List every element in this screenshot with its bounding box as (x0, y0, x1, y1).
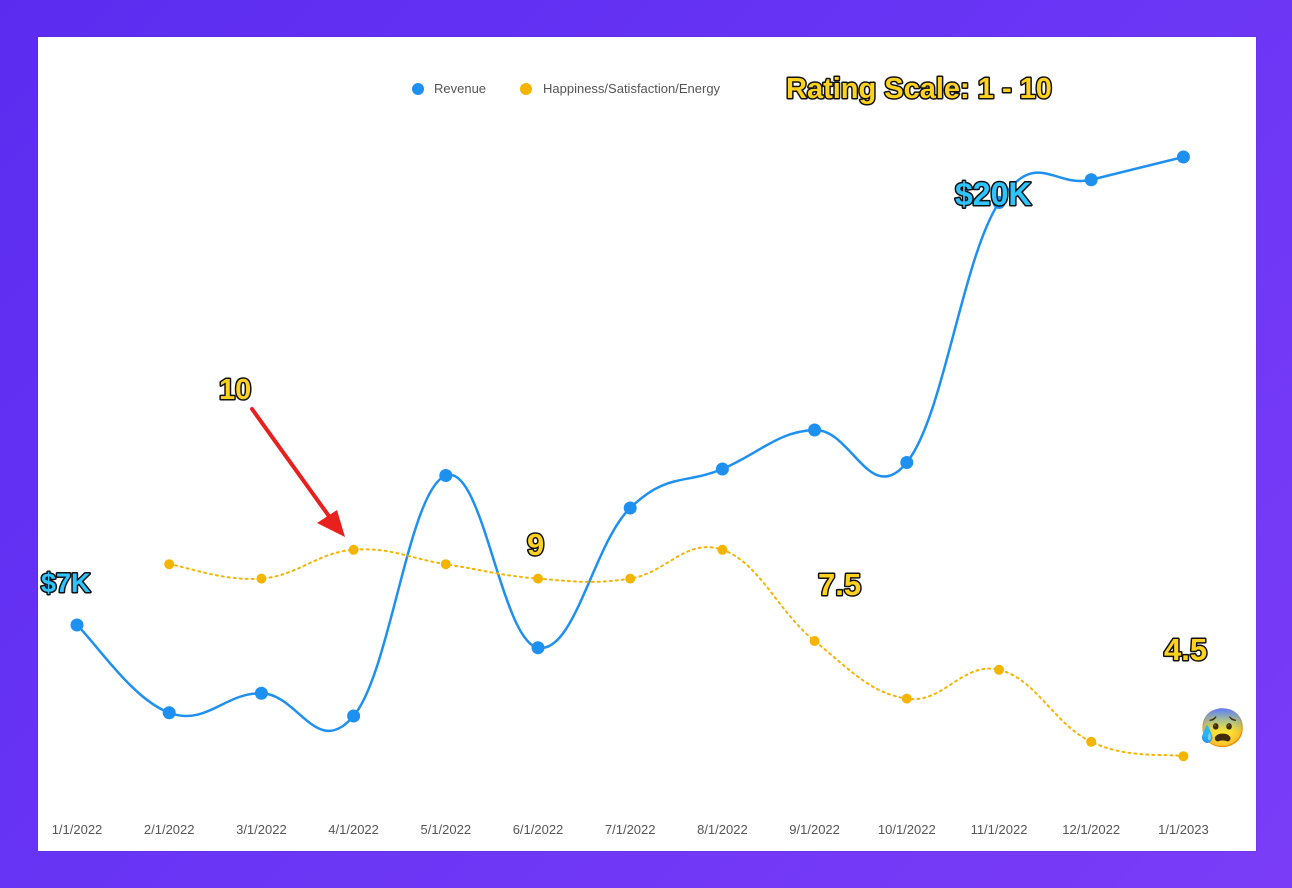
legend: Revenue Happiness/Satisfaction/Energy (412, 81, 721, 96)
revenue-point (715, 462, 729, 476)
x-tick-label: 3/1/2022 (236, 822, 287, 837)
line-chart: Revenue Happiness/Satisfaction/Energy Ra… (40, 72, 1247, 838)
revenue-point (623, 501, 637, 515)
happiness-point (440, 559, 451, 570)
arrow-annotation (250, 407, 345, 537)
x-tick-label: 1/1/2022 (52, 822, 103, 837)
callout-10: 10 (219, 374, 251, 406)
revenue-point (1176, 150, 1190, 164)
callout-7k: $7K (41, 568, 91, 598)
revenue-point (808, 423, 822, 437)
x-tick-label: 1/1/2023 (1158, 822, 1209, 837)
happiness-point (164, 559, 175, 570)
x-tick-label: 9/1/2022 (789, 822, 840, 837)
happiness-point (256, 573, 267, 584)
happiness-point (625, 573, 636, 584)
happiness-point (1178, 751, 1189, 762)
revenue-point (900, 456, 914, 469)
callout-9: 9 (527, 527, 544, 562)
x-tick-label: 12/1/2022 (1062, 822, 1120, 837)
chart-card: Revenue Happiness/Satisfaction/Energy Ra… (38, 37, 1256, 851)
revenue-line (76, 155, 1184, 733)
callout-4-5: 4.5 (1164, 632, 1207, 667)
revenue-point (162, 706, 176, 720)
happiness-point (533, 573, 543, 584)
x-tick-label: 4/1/2022 (328, 822, 379, 837)
x-tick-label: 5/1/2022 (420, 822, 471, 837)
revenue-point (992, 196, 1006, 209)
revenue-points (70, 150, 1190, 723)
legend-marker-happiness (520, 83, 532, 95)
legend-marker-revenue (412, 83, 424, 95)
legend-label-revenue: Revenue (434, 81, 486, 96)
legend-label-happiness: Happiness/Satisfaction/Energy (543, 81, 721, 96)
happiness-point (717, 544, 728, 555)
happiness-points (164, 544, 1189, 762)
x-tick-label: 11/1/2022 (971, 822, 1028, 837)
arrow-head (317, 510, 345, 537)
happiness-line (168, 546, 1185, 758)
happiness-point (1086, 736, 1097, 747)
anxious-face-emoji: 😰 (1199, 707, 1246, 750)
x-tick-label: 10/1/2022 (878, 822, 936, 837)
happiness-point (901, 693, 912, 704)
rating-scale-callout: Rating Scale: 1 - 10 (786, 73, 1052, 105)
x-axis-ticks: 1/1/2022 2/1/2022 3/1/2022 4/1/2022 5/1/2022… (52, 822, 1209, 837)
revenue-point (1084, 173, 1098, 187)
x-tick-label: 2/1/2022 (144, 822, 195, 837)
revenue-point (439, 469, 453, 482)
callout-7-5: 7.5 (818, 567, 861, 602)
revenue-point (531, 641, 545, 655)
happiness-point (809, 636, 820, 646)
x-tick-label: 8/1/2022 (697, 822, 748, 837)
x-tick-label: 7/1/2022 (605, 822, 656, 837)
revenue-point (347, 709, 361, 723)
revenue-point (70, 618, 84, 632)
arrow-shaft (250, 407, 333, 521)
happiness-point (994, 664, 1004, 675)
x-tick-label: 6/1/2022 (513, 822, 564, 837)
callout-20k: $20K (955, 176, 1032, 212)
happiness-point (348, 544, 359, 555)
revenue-point (254, 686, 268, 700)
